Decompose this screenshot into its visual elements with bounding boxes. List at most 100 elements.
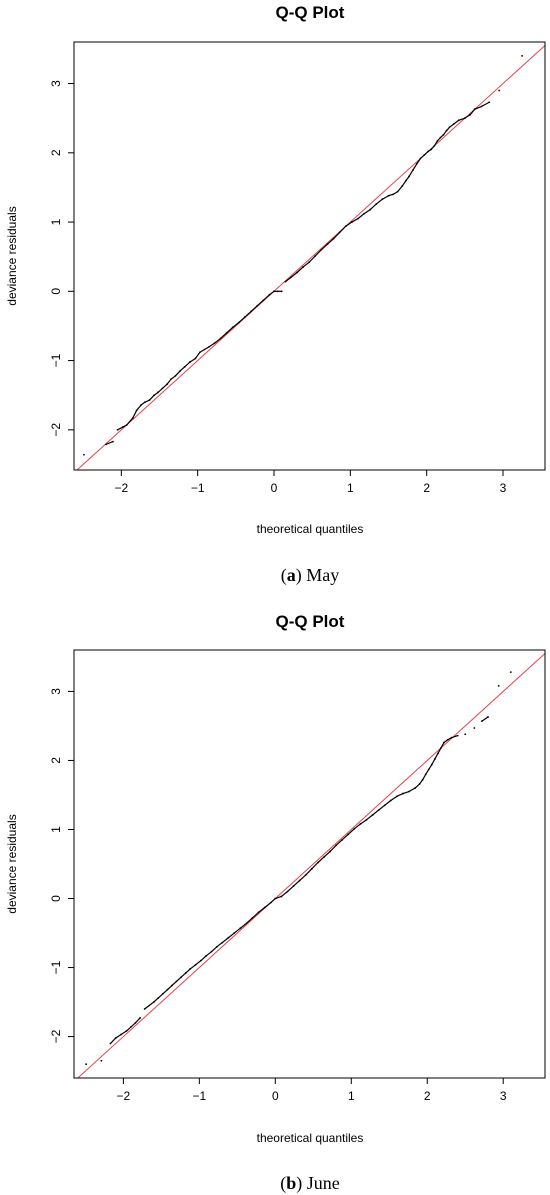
point-trace [366,814,373,821]
data-point [153,394,156,397]
point-trace [314,249,322,257]
data-point [304,874,307,876]
data-point [280,895,283,898]
plot-frame [73,649,546,1079]
x-tick-label: 3 [500,1089,507,1103]
point-trace [200,955,207,962]
data-point [310,867,313,870]
y-tick-label: −2 [49,1029,63,1043]
data-point [353,827,356,830]
point-trace [458,117,466,121]
point-trace [440,742,445,749]
point-trace [167,985,173,991]
y-axis-title: deviance residuals [5,206,19,305]
data-point [430,148,433,151]
point-trace [115,1034,122,1039]
data-point [329,850,331,853]
data-point [245,922,248,925]
data-point [237,321,240,324]
x-axis-title: theoretical quantiles [257,522,364,536]
data-point [166,988,169,991]
point-trace [451,735,458,739]
point-trace [275,895,282,900]
data-point [439,136,442,139]
x-tick-label: −2 [117,1089,131,1103]
data-point [179,370,182,372]
data-point [205,954,208,957]
point-trace [175,370,181,377]
data-point [171,984,173,987]
data-point [256,304,259,307]
point-trace [416,158,422,165]
data-point [427,150,430,153]
point-trace [117,426,124,431]
data-point [473,727,476,729]
point-trace [363,209,371,215]
data-point [175,980,178,983]
data-point [274,897,277,900]
x-tick-label: 0 [272,1089,279,1103]
data-point [152,1001,155,1003]
point-trace [481,101,490,107]
data-point [273,290,275,293]
data-point [371,814,374,816]
x-tick-label: −1 [191,481,205,495]
data-point [443,741,445,744]
data-point [316,861,319,864]
data-point [135,409,138,412]
y-axis: −2 −1 0 1 2 3 [49,80,74,437]
plot-frame [73,41,546,471]
data-point [109,1042,112,1045]
point-trace [166,378,172,385]
data-point [105,443,107,446]
data-point [100,1059,103,1062]
qq-plot-june: Q-Q Plot −2 −1 0 1 2 3 −2 −1 0 1 2 3 theoretical q… [5,612,546,1194]
data-point [116,428,119,431]
data-point [308,261,311,264]
point-trace [189,357,196,363]
points-group [85,671,512,1066]
data-point [375,203,378,205]
data-point [139,1017,141,1019]
data-point [389,799,392,802]
point-trace [184,361,191,368]
point-trace [130,1022,136,1028]
data-point [408,790,410,793]
point-trace [474,105,482,110]
data-point [392,193,394,196]
data-point [408,175,411,178]
data-point [225,331,228,334]
data-point [341,838,344,841]
data-point [396,190,399,193]
data-point [130,1026,132,1028]
data-point [134,1021,137,1024]
point-trace [290,272,298,278]
data-point [85,1063,88,1066]
data-point [456,734,459,737]
point-trace [185,968,191,974]
data-point [180,976,183,979]
data-point [83,453,85,456]
data-point [412,169,414,172]
point-trace [216,942,223,948]
point-trace [211,946,218,953]
point-trace [345,221,353,227]
data-point [365,818,368,821]
data-point [473,108,476,111]
point-trace [126,1026,132,1032]
point-trace [281,891,288,897]
data-point [161,992,164,995]
point-trace [401,180,407,187]
point-trace [302,261,310,268]
data-point [480,105,483,108]
data-point [402,792,404,795]
data-point [221,941,224,944]
data-point [199,959,202,962]
point-trace [414,783,421,789]
y-tick-label: 3 [49,80,63,87]
data-point [381,198,384,201]
x-tick-label: −1 [193,1089,207,1103]
data-point [314,255,317,257]
point-trace [378,804,386,811]
point-trace [171,980,177,986]
